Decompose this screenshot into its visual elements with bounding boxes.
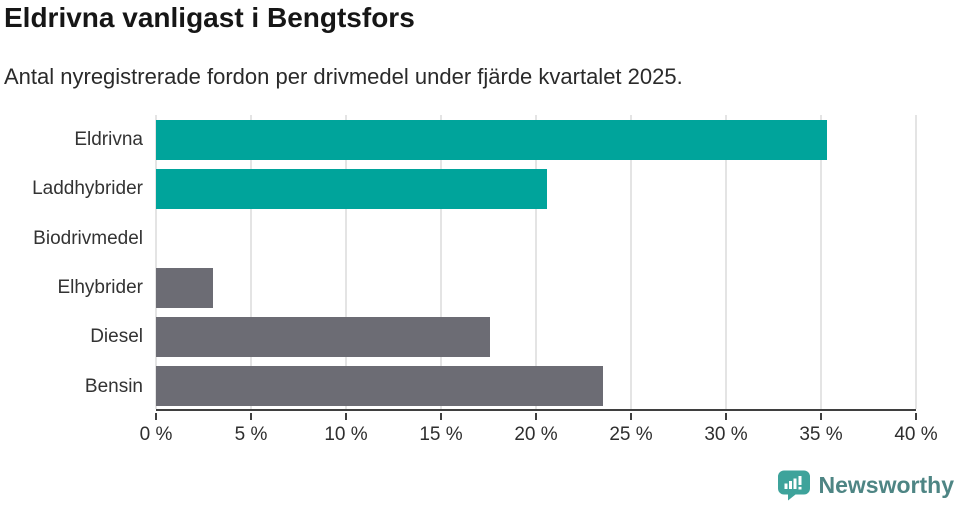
x-tick-label: 25 % <box>609 424 653 445</box>
x-tick-mark <box>820 413 822 420</box>
x-tick-label: 5 % <box>234 424 268 445</box>
category-label: Elhybrider <box>57 277 143 298</box>
bar-eldrivna <box>156 119 827 160</box>
category-label: Diesel <box>90 326 143 348</box>
gridline <box>725 115 727 409</box>
x-tick-label: 0 % <box>139 424 173 445</box>
category-labels: Eldrivna Laddhybrider Biodrivmedel Elhybrid… <box>0 115 143 411</box>
footer: Newsworthy <box>777 470 954 501</box>
x-tick-label: 15 % <box>419 424 463 445</box>
gridline <box>250 115 252 409</box>
bar-diesel <box>156 317 491 357</box>
plot-area <box>155 115 917 411</box>
x-tick-mark <box>725 413 727 420</box>
x-tick-mark <box>915 413 917 420</box>
bar-laddhybrider <box>156 169 548 209</box>
gridline <box>915 115 917 409</box>
category-label: Laddhybrider <box>32 178 143 200</box>
x-axis: 0 % 5 % 10 % 15 % 20 % 25 % 30 % 35 % 40 % <box>140 413 938 455</box>
x-tick-label: 40 % <box>894 424 938 445</box>
category-label: Bensin <box>84 375 143 397</box>
bar-elhybrider <box>156 267 213 308</box>
gridline <box>820 115 822 409</box>
x-tick-mark <box>440 413 442 420</box>
x-tick-label: 35 % <box>799 424 843 445</box>
gridline <box>155 115 157 409</box>
gridline <box>630 115 632 409</box>
chart-subtitle: Antal nyregistrerade fordon per drivmede… <box>4 64 683 89</box>
x-tick-mark <box>155 413 157 420</box>
x-tick-mark <box>345 413 347 420</box>
gridline <box>535 115 537 409</box>
chart-title: Eldrivna vanligast i Bengtsfors <box>4 2 415 33</box>
x-tick-label: 30 % <box>704 424 748 445</box>
gridline <box>440 115 442 409</box>
newsworthy-logo-icon <box>777 470 810 501</box>
category-label: Biodrivmedel <box>33 227 143 249</box>
gridline <box>345 115 347 409</box>
bar-bensin <box>156 366 603 407</box>
x-tick-mark <box>250 413 252 420</box>
newsworthy-logo-text: Newsworthy <box>818 472 954 498</box>
x-tick-mark <box>630 413 632 420</box>
category-label: Eldrivna <box>74 129 143 150</box>
x-tick-label: 20 % <box>514 424 558 445</box>
x-tick-label: 10 % <box>324 424 368 445</box>
x-tick-mark <box>535 413 537 420</box>
